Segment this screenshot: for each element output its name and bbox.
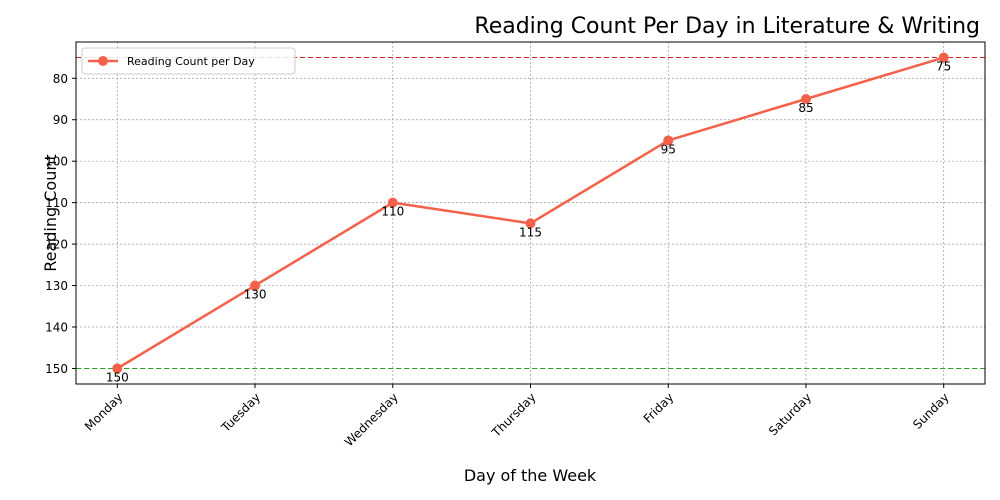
x-tick-label: Wednesday xyxy=(342,390,401,449)
y-tick-label: 90 xyxy=(53,113,68,127)
data-label: 115 xyxy=(519,225,542,239)
data-label: 95 xyxy=(661,142,676,156)
data-label: 75 xyxy=(936,60,951,74)
data-label: 150 xyxy=(106,370,129,384)
y-tick-label: 110 xyxy=(45,196,68,210)
x-axis-label: Day of the Week xyxy=(464,466,597,485)
grid-lines xyxy=(76,42,985,384)
y-axis-label: Reading Count xyxy=(41,154,60,272)
data-label: 110 xyxy=(381,205,404,219)
plot-frame xyxy=(75,41,986,385)
legend-marker-swatch xyxy=(98,56,108,66)
chart-title: Reading Count Per Day in Literature & Wr… xyxy=(474,14,980,39)
data-point xyxy=(387,197,398,208)
y-tick-label: 80 xyxy=(53,72,68,86)
data-labels: 150 130 110 115 95 85 75 xyxy=(106,60,951,385)
data-point xyxy=(112,363,123,374)
data-label: 85 xyxy=(798,101,813,115)
legend: Reading Count per Day xyxy=(81,47,296,75)
data-point xyxy=(800,94,811,104)
reference-lines xyxy=(76,57,985,369)
data-point xyxy=(938,52,949,63)
data-point xyxy=(663,135,674,146)
legend-label: Reading Count per Day xyxy=(127,55,255,68)
x-tick-label: Monday xyxy=(82,390,125,433)
y-axis-ticks: 80 90 100 110 120 130 140 150 xyxy=(45,72,76,376)
series-line xyxy=(116,56,945,370)
data-point xyxy=(525,218,536,229)
series-layer xyxy=(112,52,949,374)
y-tick-label: 150 xyxy=(45,362,68,376)
legend-box xyxy=(81,47,296,75)
y-tick-label: 120 xyxy=(45,238,68,252)
y-tick-label: 130 xyxy=(45,279,68,293)
x-tick-label: Sunday xyxy=(910,390,952,432)
x-tick-label: Tuesday xyxy=(218,390,263,435)
x-tick-label: Friday xyxy=(641,390,677,426)
x-tick-label: Thursday xyxy=(489,390,539,440)
y-tick-label: 140 xyxy=(45,321,68,335)
data-label: 130 xyxy=(244,288,267,302)
x-axis-ticks: Monday Tuesday Wednesday Thursday Friday Satu… xyxy=(82,384,952,449)
y-tick-label: 100 xyxy=(45,155,68,169)
x-tick-label: Saturday xyxy=(766,390,814,438)
data-point xyxy=(250,280,261,291)
